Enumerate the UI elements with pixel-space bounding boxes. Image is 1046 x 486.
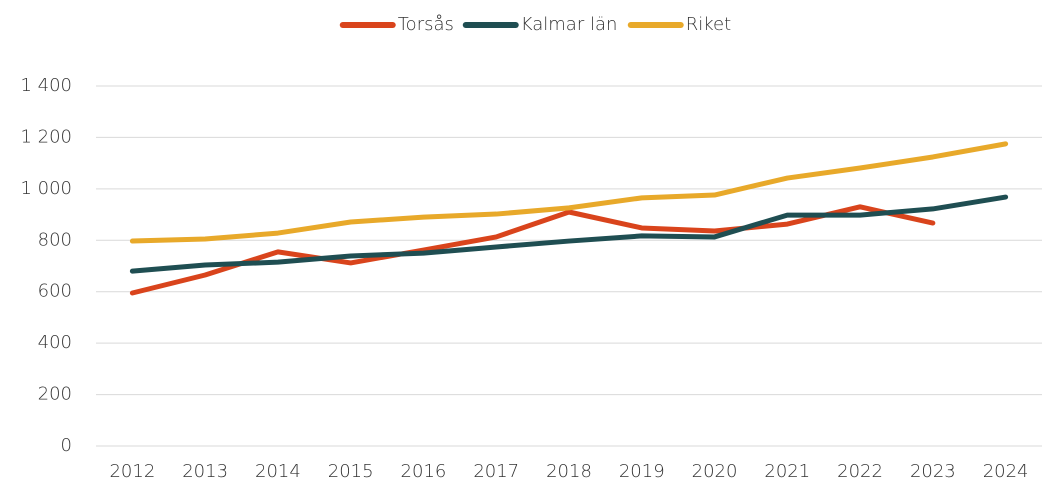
x-tick-label: 2015 [328, 461, 374, 482]
x-tick-label: 2024 [983, 461, 1029, 482]
legend-label: Riket [686, 14, 731, 35]
legend-label: Torsås [398, 14, 454, 35]
x-tick-label: 2019 [619, 461, 665, 482]
series-line [129, 204, 936, 296]
x-tick-label: 2013 [182, 461, 228, 482]
y-tick-label: 400 [38, 332, 72, 353]
y-tick-label: 1 200 [20, 126, 72, 147]
y-tick-label: 800 [38, 229, 72, 250]
series-line [129, 194, 1009, 274]
legend-label: Kalmar län [521, 14, 618, 35]
x-tick-label: 2022 [837, 461, 883, 482]
x-tick-label: 2020 [692, 461, 738, 482]
x-tick-label: 2016 [401, 461, 447, 482]
y-tick-label: 200 [38, 384, 72, 405]
x-tick-label: 2023 [910, 461, 956, 482]
series-line [129, 141, 1009, 244]
y-tick-label: 600 [38, 281, 72, 302]
x-tick-label: 2014 [255, 461, 301, 482]
y-tick-label: 1 000 [20, 178, 72, 199]
y-tick-label: 0 [61, 435, 72, 456]
x-tick-label: 2018 [546, 461, 592, 482]
y-tick-label: 1 400 [20, 75, 72, 96]
x-tick-label: 2017 [473, 461, 519, 482]
x-tick-label: 2012 [109, 461, 155, 482]
x-tick-label: 2021 [764, 461, 810, 482]
